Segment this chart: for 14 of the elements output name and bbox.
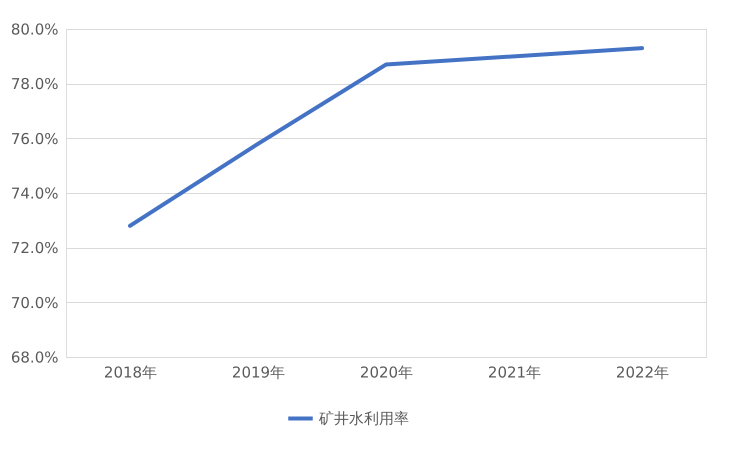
y-tick-label: 68.0% — [10, 348, 58, 366]
legend-label: 矿井水利用率 — [318, 410, 409, 428]
y-tick-label: 72.0% — [10, 239, 58, 258]
x-tick-label: 2021年 — [488, 364, 542, 382]
y-tick-label: 80.0% — [10, 20, 58, 38]
x-tick-label: 2019年 — [232, 364, 286, 382]
y-tick-label: 78.0% — [10, 75, 58, 94]
x-tick-label: 2020年 — [360, 364, 414, 382]
x-tick-label: 2018年 — [104, 364, 158, 382]
y-tick-label: 74.0% — [10, 184, 58, 202]
y-tick-label: 70.0% — [10, 294, 58, 312]
line-series — [128, 46, 644, 228]
x-tick-label: 2022年 — [616, 364, 670, 382]
y-tick-label: 76.0% — [10, 130, 58, 148]
